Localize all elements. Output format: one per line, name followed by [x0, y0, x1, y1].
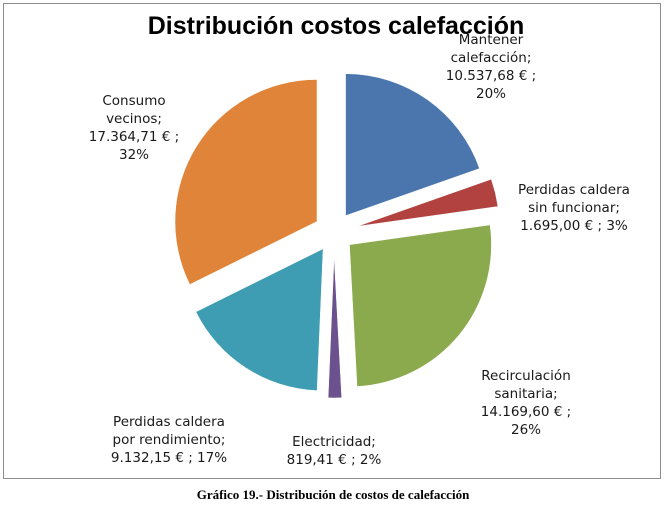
slice-label: Mantener calefacción; 10.537,68 € ; 20% [446, 32, 536, 102]
pie-slices [174, 73, 499, 399]
pie-slice [195, 248, 324, 391]
pie-slice [345, 73, 480, 217]
slice-labels: Mantener calefacción; 10.537,68 € ; 20% Perd… [89, 32, 630, 468]
pie-slice [357, 178, 499, 227]
slice-label: Recirculación sanitaria; 14.169,60 € ; 26% [481, 368, 571, 438]
slice-label: Consumo vecinos; 17.364,71 € ; 32% [89, 93, 179, 163]
pie-chart: Distribución costos calefacción Mantener… [89, 12, 630, 468]
slice-label: Electricidad; 819,41 € ; 2% [287, 434, 382, 468]
chart-area: Distribución costos calefacción Mantener… [3, 3, 661, 479]
chart-title: Distribución costos calefacción [148, 12, 525, 40]
slice-label: Perdidas caldera por rendimiento; 9.132,15… [111, 414, 227, 466]
pie-slice [174, 79, 318, 285]
slice-label: Perdidas caldera sin funcionar; 1.695,00 €… [518, 182, 630, 234]
pie-slice [349, 224, 492, 387]
pie-slice [327, 255, 342, 399]
figure-caption: Gráfico 19.- Distribución de costos de c… [196, 487, 470, 502]
